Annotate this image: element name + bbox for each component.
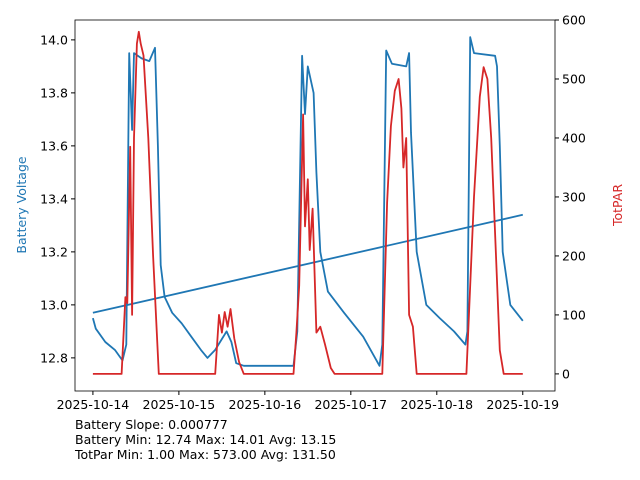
x-tick-label: 2025-10-18 <box>400 397 473 412</box>
x-tick-label: 2025-10-19 <box>486 397 559 412</box>
x-tick-label: 2025-10-17 <box>314 397 387 412</box>
right-y-tick-label: 0 <box>562 366 570 381</box>
right-axis-label: TotPAR <box>610 184 625 227</box>
right-y-tick-label: 400 <box>562 130 586 145</box>
right-y-tick-label: 300 <box>562 189 586 204</box>
left-axis-label: Battery Voltage <box>14 156 29 253</box>
left-y-tick-label: 13.4 <box>40 191 68 206</box>
battery-slope-text: Battery Slope: 0.000777 <box>75 417 228 432</box>
x-tick-label: 2025-10-15 <box>143 397 216 412</box>
plot-frame <box>74 19 556 392</box>
left-y-tick-label: 14.0 <box>40 32 68 47</box>
right-y-tick-label: 200 <box>562 248 586 263</box>
totpar-stats-text: TotPar Min: 1.00 Max: 573.00 Avg: 131.50 <box>75 447 336 462</box>
right-y-tick-label: 500 <box>562 71 586 86</box>
left-y-tick-label: 13.0 <box>40 297 68 312</box>
right-y-tick-label: 600 <box>562 13 586 28</box>
left-y-tick-label: 13.6 <box>40 138 68 153</box>
stats-block: Battery Slope: 0.000777 Battery Min: 12.… <box>75 417 336 462</box>
x-tick-label: 2025-10-16 <box>229 397 302 412</box>
battery-trend-line <box>92 213 524 314</box>
left-y-tick-label: 12.8 <box>40 350 68 365</box>
totpar-line <box>92 30 523 375</box>
battery-stats-text: Battery Min: 12.74 Max: 14.01 Avg: 13.15 <box>75 432 337 447</box>
x-tick-label: 2025-10-14 <box>57 397 130 412</box>
right-y-tick-label: 100 <box>562 307 586 322</box>
left-y-tick-label: 13.2 <box>40 244 68 259</box>
left-y-tick-label: 13.8 <box>40 85 68 100</box>
